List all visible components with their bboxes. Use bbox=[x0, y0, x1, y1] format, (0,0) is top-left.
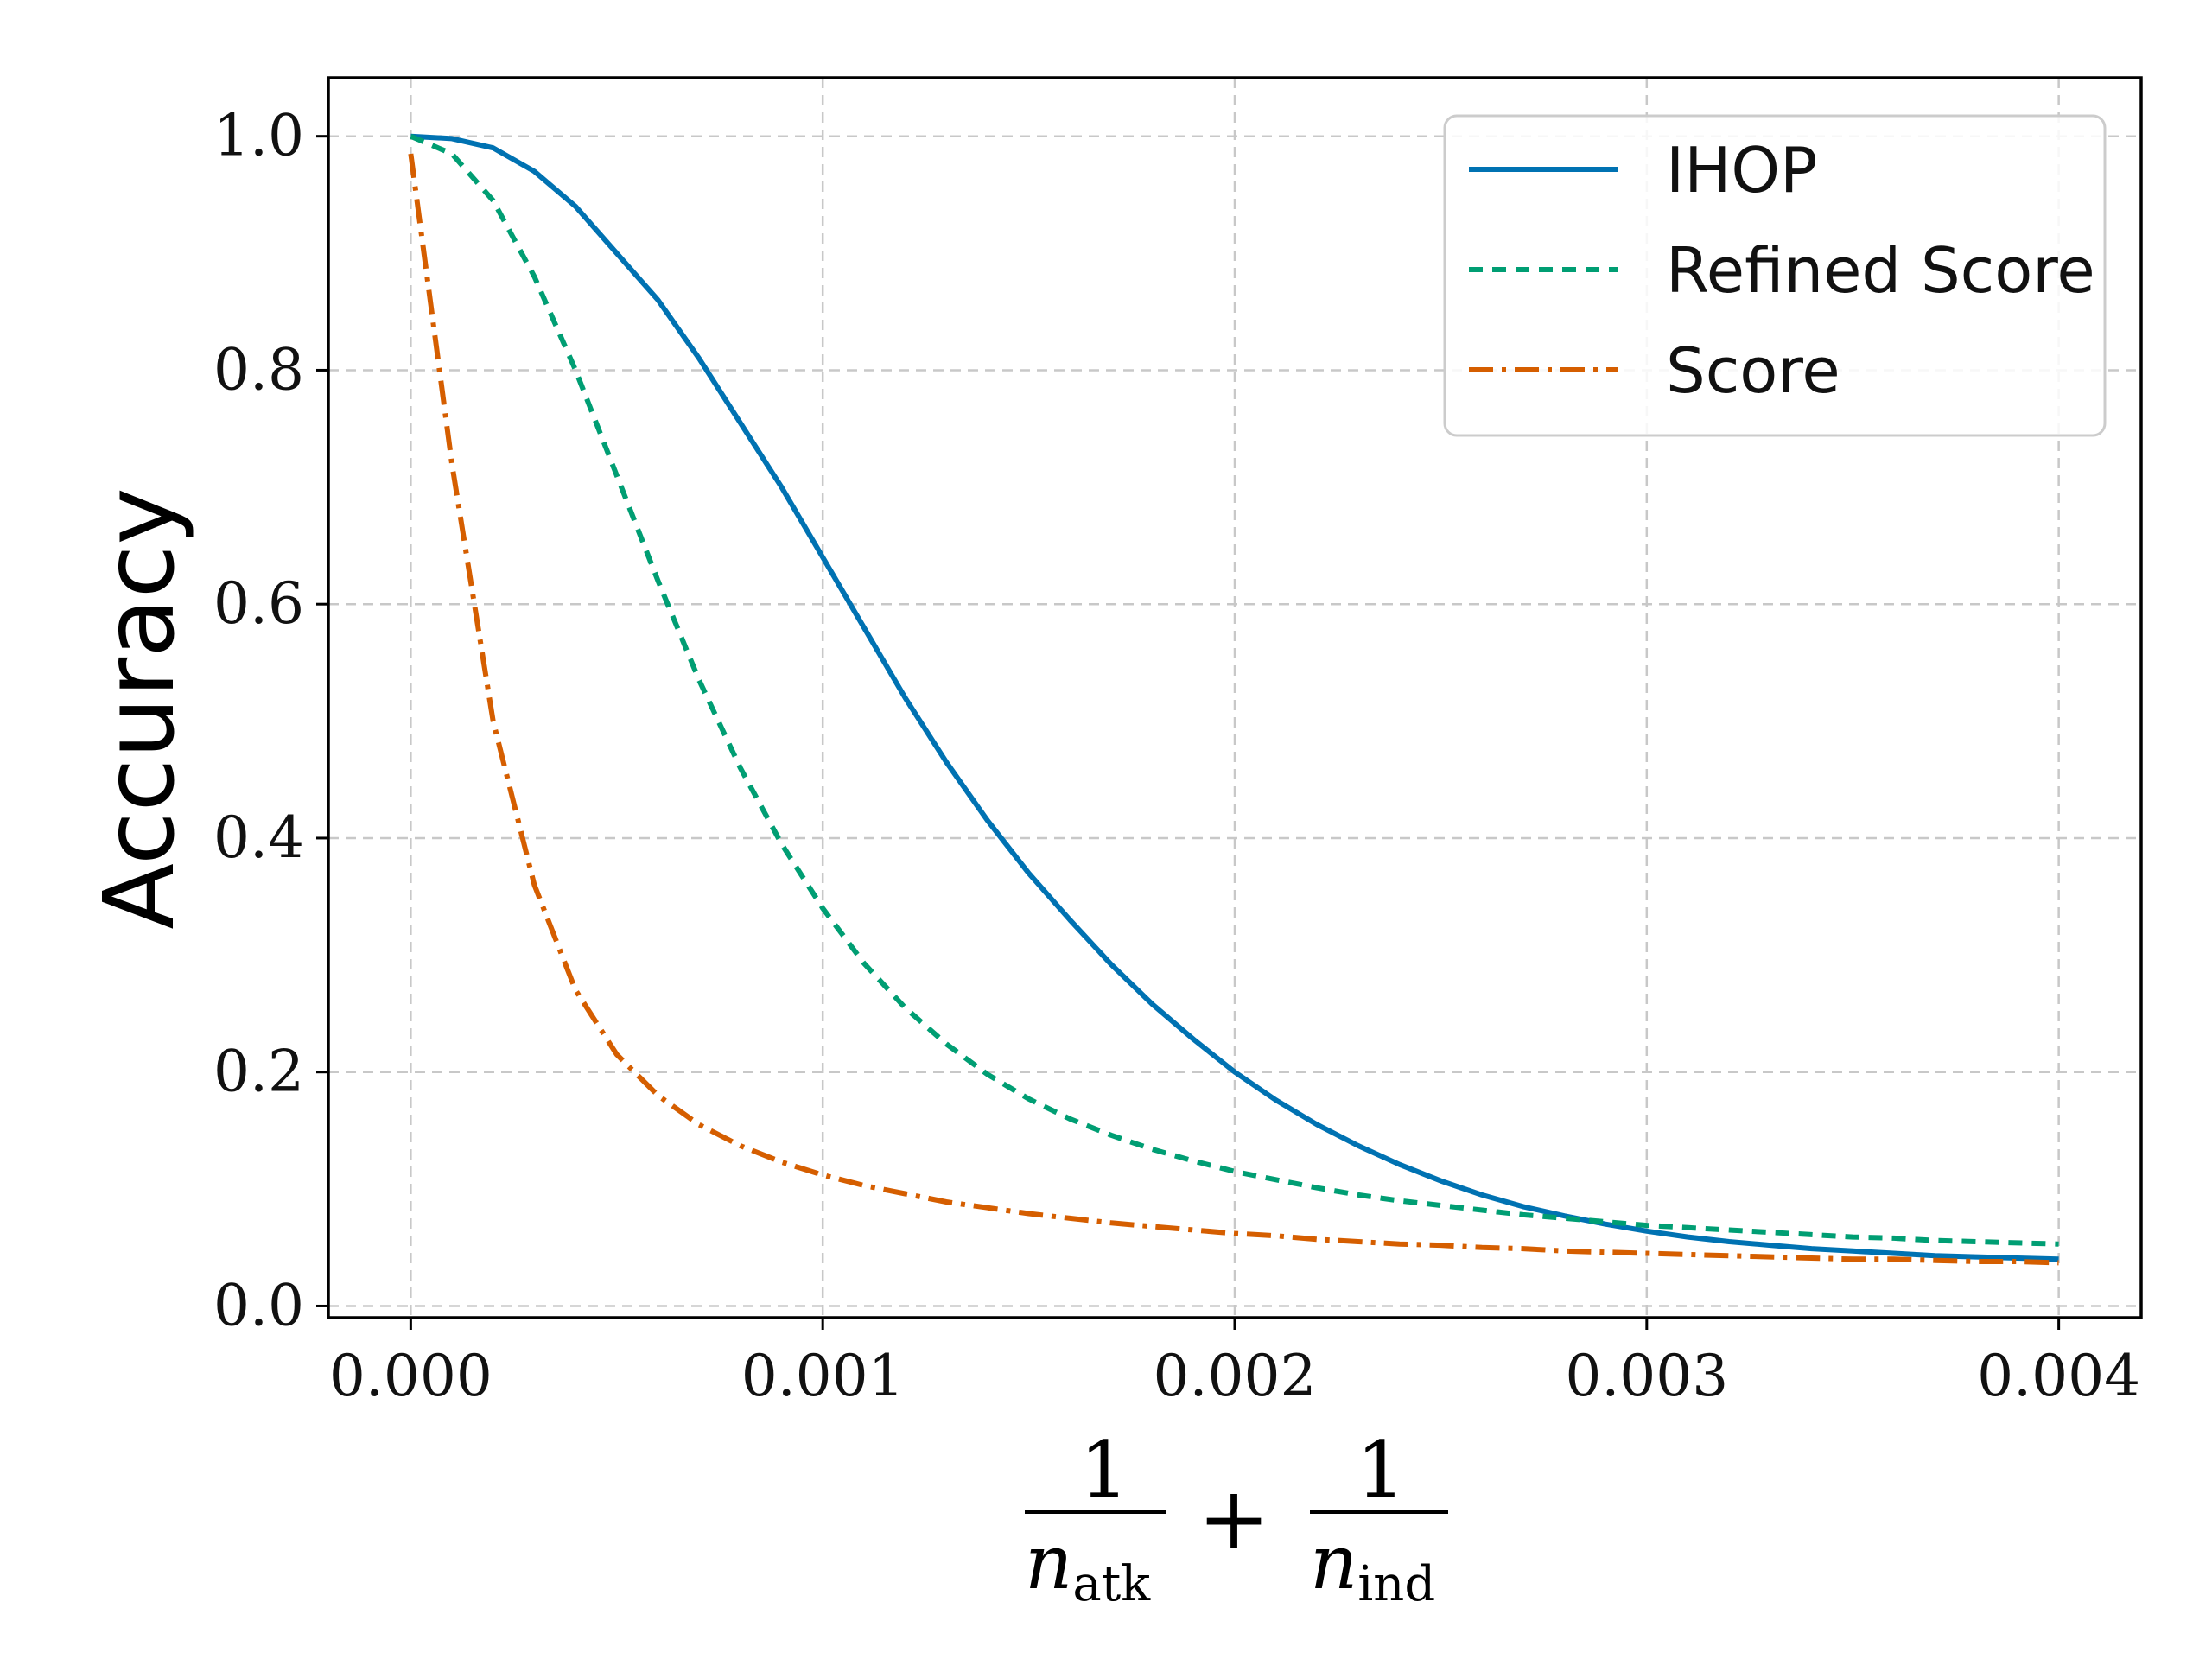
x-tick-label: 0.002 bbox=[1154, 1343, 1317, 1409]
x-tick-label: 0.001 bbox=[741, 1343, 905, 1409]
x-label-var-right: n bbox=[1310, 1520, 1357, 1606]
x-label-denominator-right: nind bbox=[1310, 1520, 1435, 1612]
legend: IHOP Refined Score Score bbox=[1443, 114, 2107, 437]
x-tick-label: 0.000 bbox=[329, 1343, 493, 1409]
x-axis-label: 1 natk + 1 nind bbox=[1025, 1425, 1448, 1612]
legend-box bbox=[1443, 114, 2107, 437]
x-label-operator: + bbox=[1198, 1468, 1270, 1569]
x-label-denominator-left: natk bbox=[1025, 1520, 1151, 1612]
series-lines bbox=[408, 133, 2059, 1266]
y-tick-label: 0.4 bbox=[213, 804, 304, 871]
y-tick-label: 0.2 bbox=[213, 1039, 304, 1105]
x-label-var-left: n bbox=[1025, 1520, 1072, 1606]
series-line-refined-score bbox=[410, 133, 2059, 1247]
y-axis: 0.0 0.2 0.4 0.6 0.8 1.0 bbox=[213, 103, 328, 1338]
y-tick-label: 1.0 bbox=[213, 103, 304, 169]
y-tick-label: 0.0 bbox=[213, 1272, 304, 1338]
legend-label-score: Score bbox=[1666, 334, 1840, 407]
x-axis: 0.000 0.001 0.002 0.003 0.004 bbox=[329, 1318, 2140, 1409]
x-label-sub-left: atk bbox=[1072, 1556, 1151, 1612]
series-line-score bbox=[408, 153, 2059, 1266]
legend-label-ihop: IHOP bbox=[1666, 134, 1817, 207]
y-tick-label: 0.8 bbox=[213, 336, 304, 403]
y-tick-label: 0.6 bbox=[213, 570, 304, 637]
x-label-numerator-left: 1 bbox=[1079, 1425, 1128, 1516]
x-tick-label: 0.003 bbox=[1565, 1343, 1728, 1409]
x-label-numerator-right: 1 bbox=[1356, 1425, 1405, 1516]
grid bbox=[328, 78, 2141, 1318]
x-label-sub-right: ind bbox=[1357, 1556, 1435, 1612]
series-line-ihop bbox=[410, 133, 2059, 1262]
y-axis-label: Accuracy bbox=[84, 487, 196, 929]
legend-label-refined-score: Refined Score bbox=[1666, 234, 2095, 307]
x-tick-label: 0.004 bbox=[1977, 1343, 2140, 1409]
